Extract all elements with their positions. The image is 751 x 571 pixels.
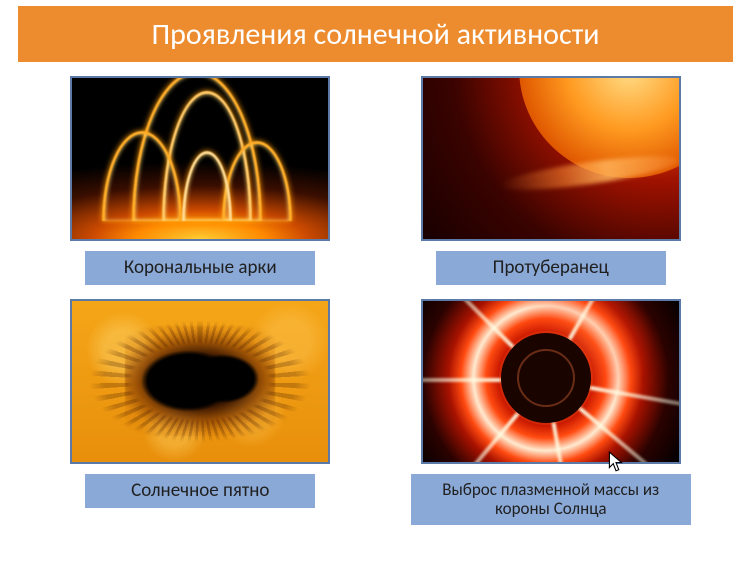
image-cme (421, 299, 681, 464)
cell-coronal-loops: Корональные арки (60, 76, 341, 285)
cell-cme: Выброс плазменной массы из короны Солнца (411, 299, 692, 525)
slide-title: Проявления солнечной активности (18, 6, 733, 62)
caption-prominence: Протуберанец (436, 251, 666, 285)
caption-sunspot: Солнечное пятно (85, 474, 315, 508)
caption-coronal-loops: Корональные арки (85, 251, 315, 285)
image-prominence (421, 76, 681, 241)
cell-sunspot: Солнечное пятно (60, 299, 341, 525)
image-sunspot (70, 299, 330, 464)
caption-cme: Выброс плазменной массы из короны Солнца (411, 474, 692, 525)
cell-prominence: Протуберанец (411, 76, 692, 285)
content-grid: Корональные арки Протуберанец Солнечное … (0, 62, 751, 535)
image-coronal-loops (70, 76, 330, 241)
